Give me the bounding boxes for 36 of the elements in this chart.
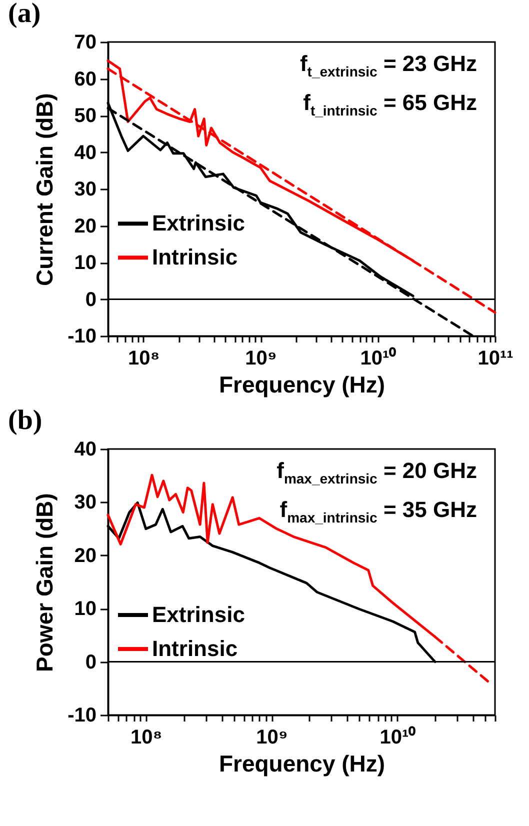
x-tick-label: 10⁹: [245, 348, 277, 370]
x-tick-label: 10¹⁰: [380, 726, 416, 748]
x-tick-label: 10¹¹: [478, 348, 514, 370]
y-tick-label: 40: [74, 438, 96, 460]
y-axis-title: Power Gain (dB): [32, 493, 58, 672]
legend-label: Intrinsic: [152, 244, 238, 270]
y-axis-title: Current Gain (dB): [32, 93, 58, 286]
x-tick-label: 10⁸: [128, 348, 160, 370]
annotation: f$_{t_intrinsic}$ = 65 GHz: [302, 89, 477, 121]
annotation: f$_{max_extrinsic}$ = 20 GHz: [276, 457, 477, 488]
y-tick-label: 10: [74, 598, 96, 620]
y-tick-label: 10: [74, 252, 96, 274]
annotation: f$_{max_intrinsic}$ = 35 GHz: [278, 496, 477, 528]
x-tick-label: 10⁹: [256, 726, 288, 748]
x-axis-title: Frequency (Hz): [218, 372, 386, 398]
y-tick-label: 50: [74, 105, 96, 127]
y-tick-label: 40: [74, 142, 96, 164]
y-tick-label: 20: [74, 215, 96, 238]
chart-title: (b): [8, 405, 42, 436]
x-axis-title: Frequency (Hz): [218, 750, 386, 776]
legend-label: Intrinsic: [152, 636, 238, 661]
y-tick-label: 70: [74, 32, 96, 54]
legend-label: Extrinsic: [152, 210, 245, 236]
y-tick-label: -10: [68, 326, 96, 348]
y-tick-label: 0: [85, 288, 96, 311]
x-tick-label: 10¹⁰: [360, 346, 396, 370]
y-tick-label: 20: [74, 544, 96, 567]
y-tick-label: 60: [74, 68, 96, 90]
y-tick-label: 30: [74, 492, 96, 514]
x-tick-label: 10⁸: [130, 726, 162, 748]
y-tick-label: 0: [85, 651, 96, 674]
chart-title: (a): [8, 0, 41, 29]
y-tick-label: -10: [68, 704, 96, 726]
legend-label: Extrinsic: [152, 602, 245, 627]
y-tick-label: 30: [74, 178, 96, 200]
annotation: f$_{t_extrinsic}$ = 23 GHz: [298, 50, 477, 82]
